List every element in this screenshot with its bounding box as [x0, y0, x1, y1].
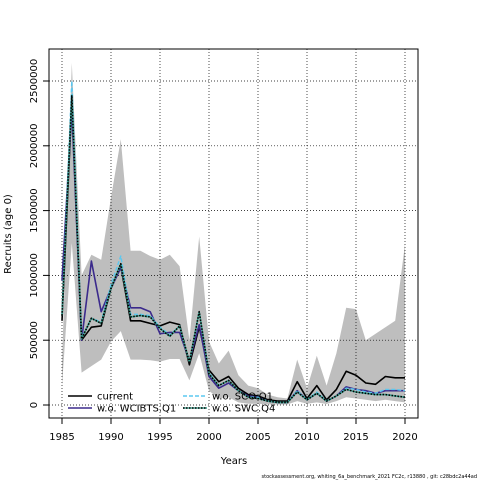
x-tick-label: 2010 — [294, 432, 319, 443]
x-tick-label: 2020 — [392, 432, 417, 443]
x-tick-label: 1985 — [49, 432, 74, 443]
ci-band — [62, 62, 405, 405]
y-tick-label: 1500000 — [29, 188, 40, 233]
y-axis: 0 500000 1000000 1500000 2000000 2500000 — [29, 59, 49, 408]
y-axis-label: Recruits (age 0) — [3, 194, 14, 274]
series-line-w-o-swc-q4 — [61, 94, 406, 404]
y-tick-label: 0 — [29, 402, 40, 408]
x-tick-label: 1995 — [147, 432, 172, 443]
x-axis-label: Years — [220, 456, 247, 467]
y-tick-label: 1000000 — [29, 253, 40, 298]
y-tick-label: 500000 — [29, 321, 40, 359]
y-tick-label: 2000000 — [29, 124, 40, 169]
y-tick-label: 2500000 — [29, 59, 40, 104]
series-line-w-o-wcibts-q1 — [61, 108, 405, 404]
x-axis: 1985 1990 1995 2000 2005 2010 2015 2020 — [49, 417, 418, 443]
x-tick-label: 2005 — [245, 432, 270, 443]
x-tick-label: 2015 — [343, 432, 368, 443]
legend-label: current — [97, 392, 133, 403]
ci-band-layer — [62, 62, 405, 405]
footer-text: stockassessment.org, whiting_6a_benchmar… — [262, 474, 477, 480]
legend-label: w.o. WCIBTS.Q1 — [97, 404, 176, 415]
legend-label: w.o. SCO.Q1 — [212, 392, 273, 403]
x-tick-label: 1990 — [98, 432, 123, 443]
series-layer — [61, 80, 406, 404]
x-tick-label: 2000 — [196, 432, 221, 443]
legend-label: w.o. SWC.Q4 — [212, 404, 275, 415]
